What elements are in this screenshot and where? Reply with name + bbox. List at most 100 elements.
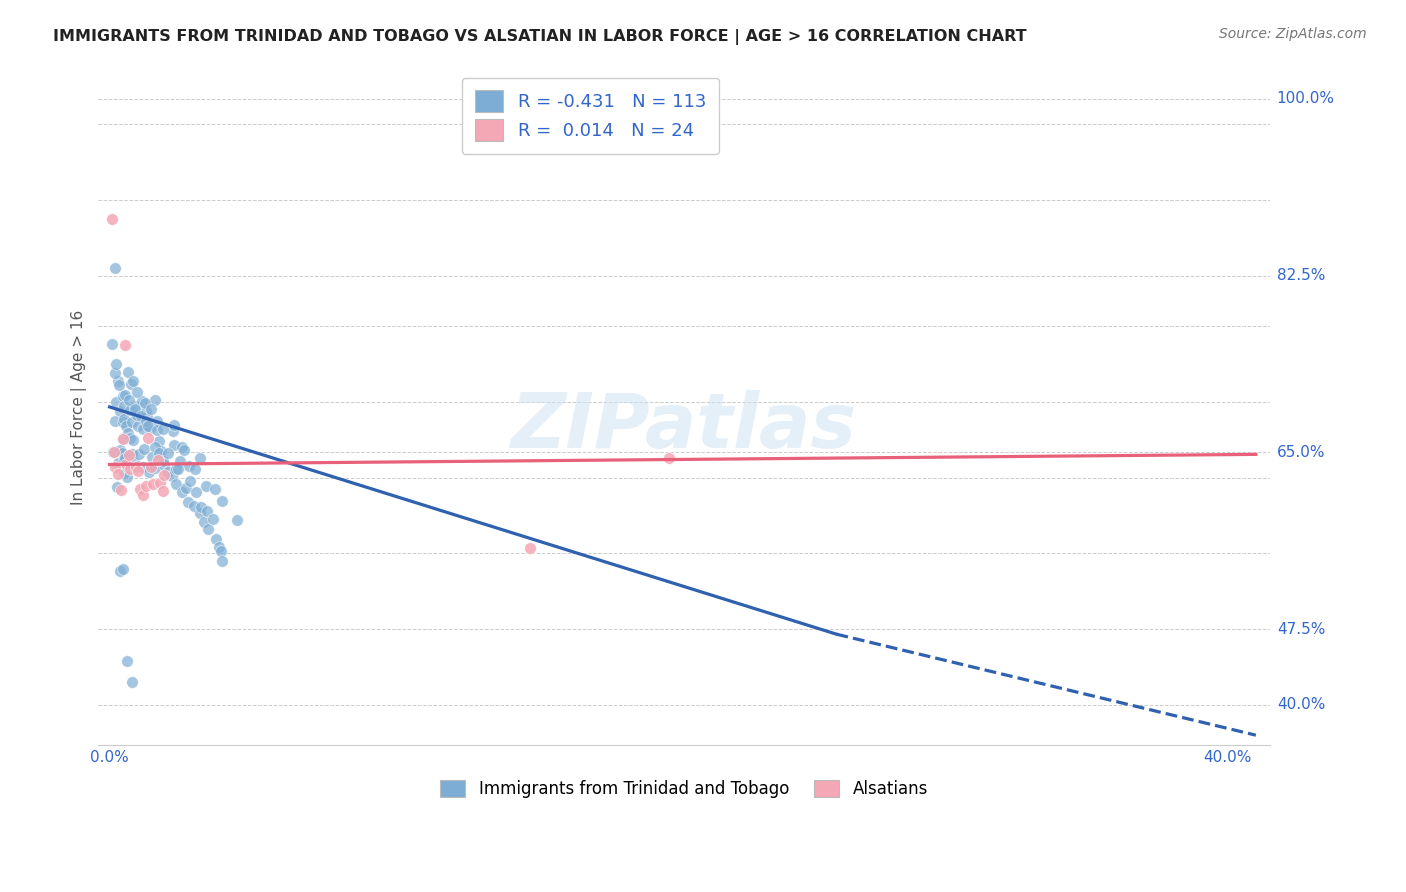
Point — [112, 452, 135, 467]
Point — [141, 450, 163, 465]
Point — [124, 401, 146, 416]
Point — [111, 432, 134, 446]
Point — [121, 447, 143, 461]
Point — [146, 453, 169, 467]
Point — [100, 336, 122, 351]
Point — [225, 513, 247, 527]
Point — [117, 426, 139, 441]
Point — [108, 403, 131, 417]
Point — [108, 442, 131, 457]
Point — [120, 462, 142, 476]
Point — [209, 544, 232, 558]
Text: IMMIGRANTS FROM TRINIDAD AND TOBAGO VS ALSATIAN IN LABOR FORCE | AGE > 16 CORREL: IMMIGRANTS FROM TRINIDAD AND TOBAGO VS A… — [53, 29, 1026, 45]
Y-axis label: In Labor Force | Age > 16: In Labor Force | Age > 16 — [72, 310, 87, 505]
Point — [195, 479, 218, 493]
Point — [134, 396, 156, 410]
Point — [132, 488, 155, 502]
Point — [170, 440, 193, 454]
Point — [112, 399, 135, 413]
Point — [204, 482, 226, 496]
Point — [186, 485, 208, 500]
Point — [211, 494, 233, 508]
Point — [111, 415, 134, 429]
Text: 47.5%: 47.5% — [1277, 622, 1324, 637]
Point — [177, 495, 200, 509]
Point — [115, 654, 138, 668]
Point — [519, 541, 541, 556]
Point — [115, 469, 138, 483]
Point — [177, 459, 200, 474]
Point — [138, 465, 160, 479]
Point — [108, 564, 131, 578]
Point — [121, 675, 143, 690]
Point — [122, 455, 145, 469]
Point — [176, 481, 198, 495]
Point — [163, 438, 186, 452]
Point — [125, 384, 148, 399]
Point — [136, 409, 159, 424]
Point — [146, 414, 169, 428]
Point — [156, 465, 179, 479]
Point — [195, 504, 218, 518]
Point — [135, 414, 157, 428]
Point — [183, 500, 205, 514]
Point — [125, 459, 148, 474]
Text: 100.0%: 100.0% — [1277, 91, 1334, 106]
Point — [101, 211, 124, 226]
Point — [169, 453, 191, 467]
Point — [124, 399, 146, 413]
Point — [114, 388, 136, 402]
Point — [136, 418, 159, 433]
Point — [148, 446, 170, 460]
Point — [118, 393, 141, 408]
Text: ZIPatlas: ZIPatlas — [512, 390, 858, 464]
Text: 40.0%: 40.0% — [1277, 698, 1324, 713]
Point — [173, 442, 195, 457]
Point — [658, 450, 681, 465]
Point — [120, 376, 142, 391]
Point — [138, 422, 160, 436]
Point — [163, 417, 186, 432]
Point — [135, 479, 157, 493]
Point — [105, 358, 128, 372]
Point — [149, 476, 172, 491]
Point — [152, 453, 174, 467]
Point — [156, 445, 179, 459]
Point — [117, 365, 139, 379]
Point — [114, 337, 136, 351]
Legend: Immigrants from Trinidad and Tobago, Alsatians: Immigrants from Trinidad and Tobago, Als… — [433, 773, 935, 805]
Point — [111, 431, 134, 445]
Point — [152, 483, 174, 498]
Point — [112, 466, 135, 480]
Point — [114, 450, 136, 465]
Point — [129, 409, 152, 424]
Point — [184, 462, 207, 476]
Point — [167, 462, 190, 476]
Point — [121, 415, 143, 429]
Point — [134, 442, 156, 456]
Point — [127, 408, 149, 422]
Point — [112, 562, 135, 576]
Point — [135, 404, 157, 418]
Point — [143, 460, 166, 475]
Point — [152, 422, 174, 436]
Point — [190, 500, 212, 515]
Point — [162, 424, 184, 438]
Point — [107, 480, 129, 494]
Point — [179, 474, 201, 488]
Point — [107, 456, 129, 470]
Point — [103, 261, 125, 276]
Point — [122, 434, 145, 448]
Point — [104, 414, 127, 428]
Point — [115, 457, 138, 471]
Point — [107, 467, 129, 481]
Point — [114, 419, 136, 434]
Point — [188, 450, 211, 465]
Point — [128, 447, 150, 461]
Point — [132, 422, 155, 436]
Point — [101, 444, 124, 458]
Point — [103, 445, 125, 459]
Text: 65.0%: 65.0% — [1277, 445, 1326, 460]
Text: 82.5%: 82.5% — [1277, 268, 1324, 283]
Point — [165, 461, 187, 475]
